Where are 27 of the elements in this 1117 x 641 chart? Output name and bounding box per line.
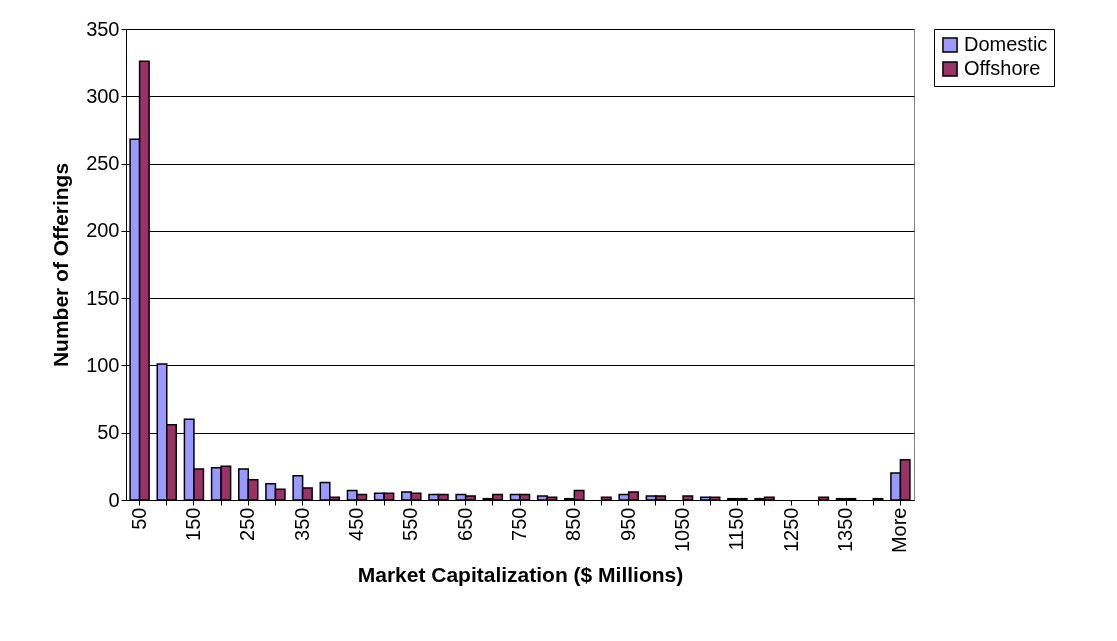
y-tick-label: 350 (86, 17, 120, 40)
x-tick-label: 250 (236, 507, 259, 541)
x-tick-label: 350 (290, 507, 313, 541)
x-tick-label: 1250 (779, 507, 802, 552)
x-tick-label: 150 (181, 507, 204, 541)
x-tick-label: 450 (344, 507, 367, 541)
y-tick-label: 200 (86, 219, 120, 242)
y-tick-label: 300 (86, 84, 120, 107)
x-tick-label: 1050 (671, 507, 694, 552)
legend-label: Offshore (964, 57, 1041, 79)
x-tick-label: 1150 (725, 507, 748, 551)
y-tick-label: 100 (86, 353, 120, 376)
x-tick-label: 850 (562, 507, 585, 541)
legend-label: Domestic (964, 33, 1048, 55)
y-axis-title: Number of Offerings (49, 162, 73, 368)
x-tick-label: 950 (616, 507, 639, 541)
x-tick-label: 550 (399, 507, 422, 541)
x-tick-label: 50 (127, 507, 150, 530)
x-tick-label: More (888, 507, 911, 554)
x-tick-label: 650 (453, 507, 476, 541)
x-axis-title: Market Capitalization ($ Millions) (357, 563, 684, 587)
y-tick-label: 150 (86, 286, 120, 309)
y-tick-label: 250 (86, 152, 120, 175)
x-tick-label: 1350 (834, 507, 857, 552)
x-tick-label: 750 (508, 507, 530, 541)
y-tick-label: 0 (108, 488, 120, 511)
y-tick-label: 50 (97, 421, 120, 444)
